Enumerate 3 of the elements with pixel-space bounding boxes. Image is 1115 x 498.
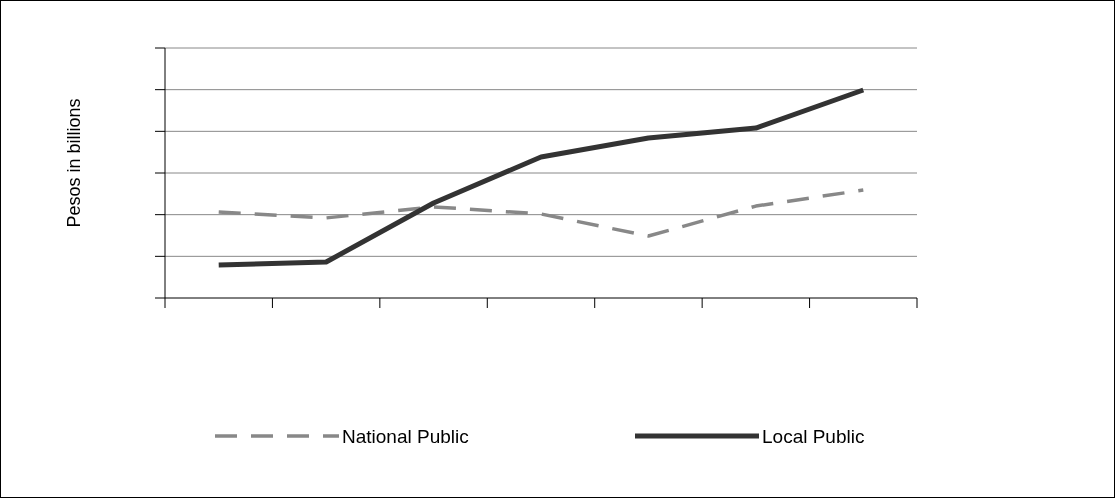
- legend-label: National Public: [342, 426, 469, 447]
- legend-label: Local Public: [762, 426, 865, 447]
- y-axis-title: Pesos in billions: [64, 98, 84, 228]
